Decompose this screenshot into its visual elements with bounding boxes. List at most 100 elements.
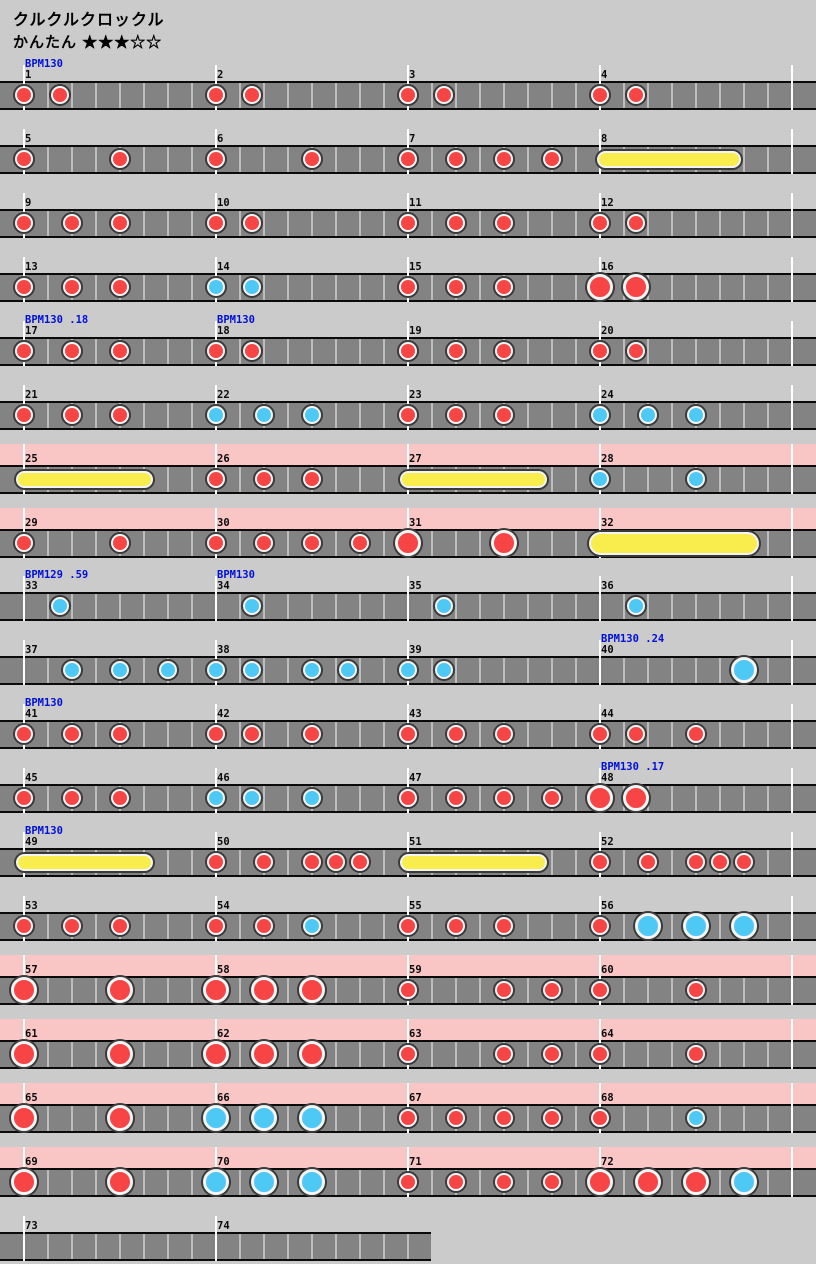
difficulty-stars: ★★★☆☆ <box>82 34 163 51</box>
measure-barline <box>599 1083 601 1133</box>
don-note <box>15 917 33 935</box>
cell-divider <box>71 147 73 172</box>
cell-divider <box>287 722 289 747</box>
cell-divider <box>719 594 721 619</box>
don-note <box>627 342 645 360</box>
don-note <box>543 1173 561 1191</box>
measure-number: 28 <box>601 453 614 465</box>
measure-barline <box>599 640 601 685</box>
cell-divider <box>335 978 337 1003</box>
measure-number: 67 <box>409 1092 422 1104</box>
cell-divider <box>695 275 697 300</box>
ka-note <box>435 597 453 615</box>
cell-divider <box>143 1042 145 1067</box>
ka-note <box>591 406 609 424</box>
cell-divider <box>647 83 649 108</box>
don-note <box>627 725 645 743</box>
don-note <box>111 534 129 552</box>
ka-note <box>243 661 261 679</box>
big-ka-note <box>635 913 661 939</box>
cell-divider <box>431 403 433 428</box>
cell-divider <box>671 914 673 939</box>
cell-divider <box>47 722 49 747</box>
cell-divider <box>239 722 241 747</box>
cell-divider <box>191 467 193 492</box>
measure-number: 34 <box>217 580 230 592</box>
measure-number: 44 <box>601 708 614 720</box>
cell-divider <box>695 339 697 364</box>
cell-divider <box>431 83 433 108</box>
cell-divider <box>47 275 49 300</box>
cell-divider <box>575 850 577 875</box>
don-note <box>207 150 225 168</box>
cell-divider <box>47 914 49 939</box>
don-note <box>735 853 753 871</box>
ka-note <box>159 661 177 679</box>
cell-divider <box>743 1042 745 1067</box>
cell-divider <box>239 83 241 108</box>
measure-number: 57 <box>25 964 38 976</box>
don-note <box>543 981 561 999</box>
cell-divider <box>71 1042 73 1067</box>
cell-divider <box>575 978 577 1003</box>
drumroll <box>399 853 548 871</box>
cell-divider <box>167 339 169 364</box>
measure-number: 9 <box>25 197 32 209</box>
cell-divider <box>287 275 289 300</box>
cell-divider <box>143 1234 145 1259</box>
don-note <box>327 853 345 871</box>
cell-divider <box>71 1106 73 1131</box>
ka-note <box>51 597 69 615</box>
measure-number: 59 <box>409 964 422 976</box>
cell-divider <box>383 211 385 236</box>
cell-divider <box>71 531 73 556</box>
ka-note <box>207 278 225 296</box>
ka-note <box>243 789 261 807</box>
measure-number: 54 <box>217 900 230 912</box>
cell-divider <box>455 978 457 1003</box>
don-note <box>447 406 465 424</box>
don-note <box>627 214 645 232</box>
measure-barline <box>23 576 25 621</box>
cell-divider <box>47 1170 49 1195</box>
don-note <box>627 86 645 104</box>
measure-barline <box>791 257 793 302</box>
cell-divider <box>143 211 145 236</box>
cell-divider <box>767 467 769 492</box>
cell-divider <box>191 850 193 875</box>
cell-divider <box>455 1042 457 1067</box>
don-note <box>255 853 273 871</box>
drumroll <box>15 470 154 488</box>
cell-divider <box>671 786 673 811</box>
cell-divider <box>767 850 769 875</box>
measure-number: 60 <box>601 964 614 976</box>
cell-divider <box>455 594 457 619</box>
don-note <box>687 725 705 743</box>
measure-number: 21 <box>25 389 38 401</box>
cell-divider <box>263 594 265 619</box>
don-note <box>495 1173 513 1191</box>
cell-divider <box>263 339 265 364</box>
ka-note <box>243 597 261 615</box>
cell-divider <box>287 978 289 1003</box>
cell-divider <box>767 722 769 747</box>
measure-number: 25 <box>25 453 38 465</box>
don-note <box>543 1045 561 1063</box>
cell-divider <box>239 403 241 428</box>
don-note <box>495 150 513 168</box>
cell-divider <box>47 594 49 619</box>
cell-divider <box>623 83 625 108</box>
cell-divider <box>575 1170 577 1195</box>
cell-divider <box>359 786 361 811</box>
bpm-label: BPM129 .59 <box>25 569 89 581</box>
cell-divider <box>623 1106 625 1131</box>
big-don-note <box>683 1169 709 1195</box>
cell-divider <box>671 1170 673 1195</box>
cell-divider <box>287 786 289 811</box>
cell-divider <box>335 467 337 492</box>
don-note <box>591 853 609 871</box>
cell-divider <box>359 1042 361 1067</box>
big-don-note <box>623 785 649 811</box>
cell-divider <box>359 339 361 364</box>
don-note <box>495 278 513 296</box>
